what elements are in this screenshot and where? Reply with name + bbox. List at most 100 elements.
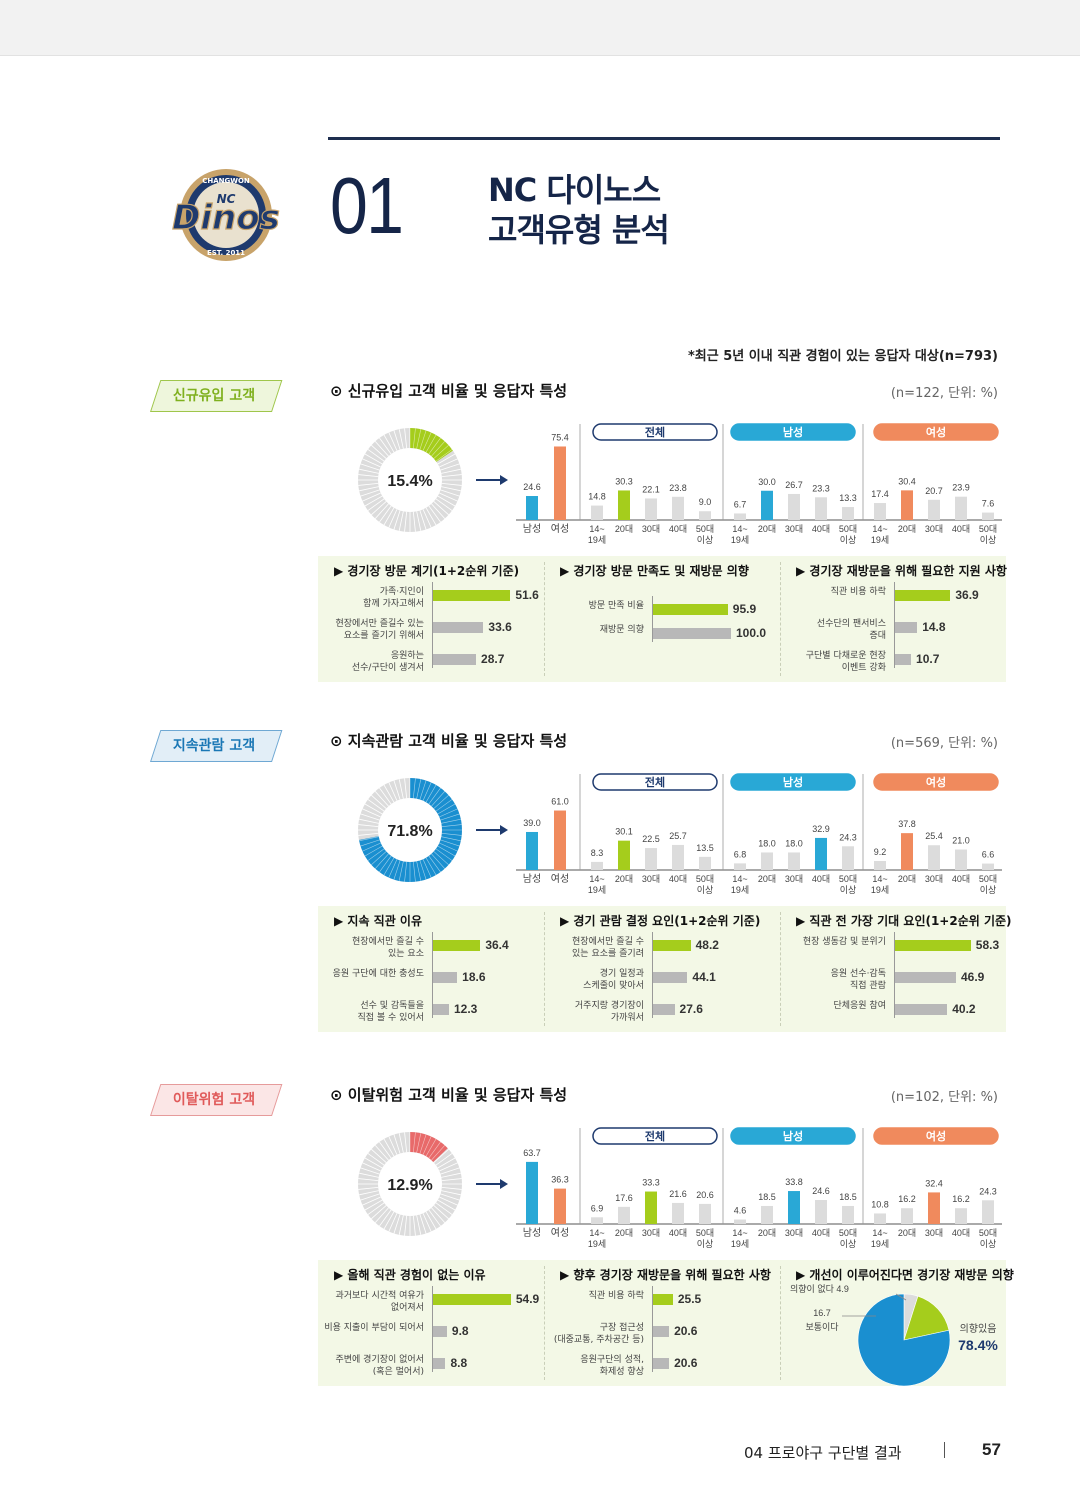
bar-row: 선수 및 감독들을 직접 볼 수 있어서 12.3 — [318, 1000, 544, 1026]
donut-tick — [383, 434, 395, 453]
bar-row: 비용 지출이 부담이 되어서 9.8 — [318, 1322, 544, 1348]
bar-row: 재방문 의향 100.0 — [544, 624, 780, 650]
panel-title: ▶ 향후 경기장 재방문을 위해 필요한 사항 — [560, 1268, 771, 1282]
donut-tick — [393, 780, 401, 800]
donut-tick — [388, 859, 398, 878]
age-bar-value: 21.0 — [952, 836, 970, 846]
donut-tick — [435, 1202, 453, 1215]
age-axis-label: 30대 — [925, 524, 943, 534]
age-axis-label: 50대 — [839, 1228, 857, 1238]
panel-title: ▶ 경기장 방문 만족도 및 재방문 의향 — [560, 564, 749, 578]
donut-tick — [412, 511, 416, 532]
donut-tick — [404, 778, 408, 799]
donut-tick — [433, 1205, 449, 1220]
bar-fill — [433, 1326, 447, 1337]
donut-tick — [440, 489, 460, 497]
panel-divider — [780, 912, 781, 1026]
bar-row: 현장에서만 즐길수 있는 요소를 즐기기 위해서 33.6 — [318, 618, 544, 644]
donut-tick — [398, 1133, 404, 1153]
donut-tick — [425, 784, 437, 803]
donut-tick — [398, 779, 404, 799]
header-rule — [328, 137, 1000, 140]
age-axis-label: 50대 — [839, 524, 857, 534]
donut-tick — [437, 495, 456, 507]
age-axis-label: 19세 — [871, 885, 889, 895]
age-axis-label: 50대 — [696, 524, 714, 534]
age-bar-female — [901, 490, 913, 520]
age-axis-label: 30대 — [642, 524, 660, 534]
donut-tick — [371, 851, 387, 866]
age-axis-label: 30대 — [642, 1228, 660, 1238]
bar-row: 현장에서만 즐길 수 있는 요소를 즐기려 48.2 — [544, 936, 780, 962]
panel-title: ▶ 직관 전 가장 기대 요인(1+2순위 기준) — [796, 914, 1012, 928]
age-bar-value: 18.5 — [758, 1192, 776, 1202]
bar-fill — [895, 622, 918, 633]
age-bar-male — [842, 846, 854, 870]
age-bar-all — [699, 1203, 711, 1224]
age-axis-label: 50대 — [979, 874, 997, 884]
gender-bar — [526, 496, 538, 520]
age-bar-all — [618, 1206, 630, 1224]
donut-tick — [367, 498, 385, 511]
donut-tick — [398, 1215, 404, 1235]
age-axis-label: 14~ — [589, 874, 604, 884]
donut-tick — [358, 482, 379, 486]
section-title: ⊙ 이탈위험 고객 비율 및 응답자 특성 — [330, 1084, 567, 1105]
bar-row: 거주지랑 경기장이 가까워서 27.6 — [544, 1000, 780, 1026]
gender-bar — [526, 1161, 538, 1224]
bar-row: 응원구단의 성적, 화제성 향상 20.6 — [544, 1354, 780, 1380]
bar-fill — [653, 1294, 673, 1305]
bar-row: 응원 구단에 대한 충성도 18.6 — [318, 968, 544, 994]
age-bar-value: 9.2 — [874, 847, 887, 857]
donut-tick — [433, 501, 449, 516]
donut-tick — [383, 507, 395, 526]
donut-tick — [360, 813, 380, 821]
gender-bar-value: 61.0 — [551, 797, 569, 807]
age-axis-label: 이상 — [980, 885, 997, 895]
bar-fill — [895, 1004, 948, 1015]
gender-axis-label: 남성 — [523, 873, 541, 885]
donut-tick — [371, 501, 387, 516]
group-pill-label-male: 남성 — [783, 425, 803, 439]
donut-tick — [441, 1190, 461, 1196]
panel-axis — [432, 582, 433, 668]
arrow-head-icon — [500, 825, 508, 835]
bar-fill — [433, 1358, 446, 1369]
donut-tick — [435, 799, 453, 812]
age-axis-label: 14~ — [732, 524, 747, 534]
bar-label: 선수단의 팬서비스 증대 — [816, 619, 886, 641]
age-axis-label: 14~ — [732, 874, 747, 884]
age-axis-label: 이상 — [840, 535, 857, 545]
logo-nc-text: NC — [217, 192, 236, 206]
bar-fill — [653, 604, 728, 615]
donut-tick — [419, 780, 427, 800]
panel-column-3: ▶ 경기장 재방문을 위해 필요한 지원 사항 직관 비용 하락 36.9 선수단의 … — [780, 556, 1007, 682]
detail-panel: ▶ 경기장 방문 계기(1+2순위 기준) 가족·지인이 함께 가자고해서 51.6… — [318, 556, 1007, 682]
age-axis-label: 20대 — [898, 1228, 916, 1238]
age-bar-female — [928, 1192, 940, 1224]
gender-axis-label: 남성 — [523, 1227, 541, 1239]
age-bar-female — [982, 1200, 994, 1224]
age-axis-label: 20대 — [615, 874, 633, 884]
donut-tick — [422, 432, 432, 451]
age-axis-label: 40대 — [669, 1228, 687, 1238]
gender-bar — [554, 810, 566, 870]
section-1: 신규유입 고객 ⊙ 신규유입 고객 비율 및 응답자 특성 (n=122, 단위: … — [0, 380, 1080, 710]
age-axis-label: 19세 — [588, 885, 606, 895]
bar-fill — [653, 1358, 670, 1369]
age-axis-label: 이상 — [840, 885, 857, 895]
bar-label: 응원 구단에 대한 충성도 — [332, 969, 424, 979]
donut-tick — [416, 1215, 422, 1235]
donut-tick — [422, 859, 432, 878]
respondent-note: *최근 5년 이내 직관 경험이 있는 응답자 대상(n=793) — [687, 349, 998, 364]
donut-tick — [437, 845, 456, 857]
customer-type-tag-label: 이탈위험 고객 — [172, 1092, 256, 1108]
age-bar-value: 23.8 — [669, 483, 687, 493]
donut-tick — [431, 791, 446, 807]
bar-label: 선수 및 감독들을 직접 볼 수 있어서 — [357, 1001, 424, 1023]
donut-tick — [379, 437, 392, 455]
donut-tick — [431, 441, 446, 457]
section-title: ⊙ 지속관람 고객 비율 및 응답자 특성 — [330, 730, 567, 751]
bar-row: 직관 비용 하락 36.9 — [780, 586, 1006, 612]
bar-label: 구장 접근성 (대중교통, 주차공간 등) — [553, 1323, 644, 1345]
